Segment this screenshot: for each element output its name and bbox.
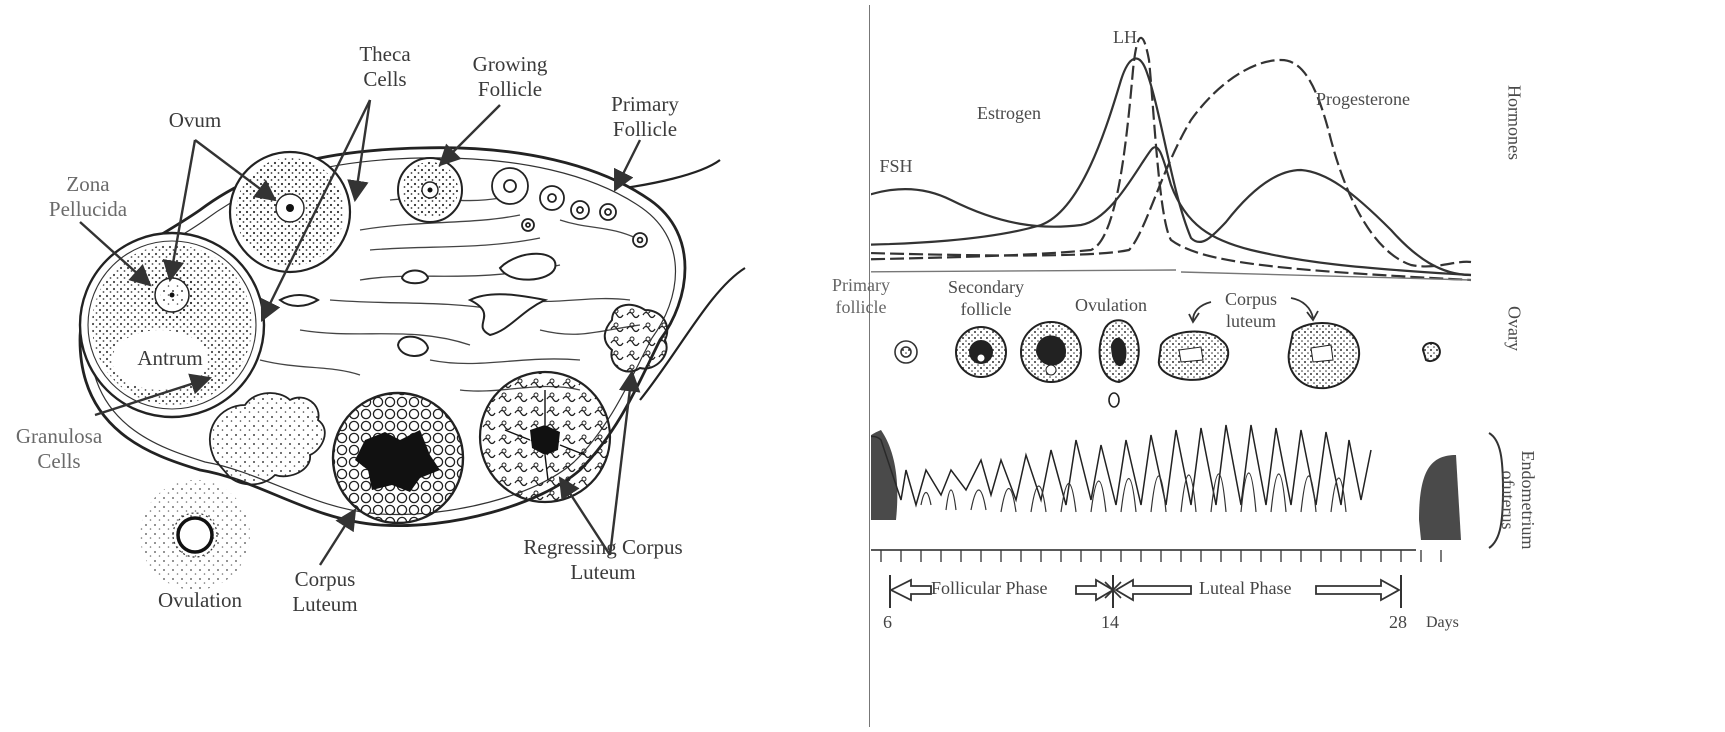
section-label-endometrium: Endometrium ofuterus [1498,450,1538,550]
label-corpus-luteum: Corpus Luteum [292,567,358,616]
section-label-hormones: Hormones [1504,85,1525,160]
label-progesterone: Progesterone [1316,89,1410,109]
progesterone-curve [871,58,1472,268]
blood-vessels [278,252,557,357]
label-luteal-phase: Luteal Phase [1199,578,1292,598]
label-regressing-corpus-luteum: Regressing Corpus Luteum [523,535,683,584]
ovary-cross-section-diagram: Theca Cells Growing Follicle Primary Fol… [15,42,746,616]
days-unit-label: Days [1426,614,1459,631]
label-arrows [79,99,642,566]
panel-divider [869,5,870,727]
label-zona-pellucida: Zona Pellucida [48,172,128,221]
label-follicular-phase: Follicular Phase [931,578,1048,598]
label-primary-follicle: Primary Follicle [611,92,679,141]
day-tick-6: 6 [883,612,892,632]
label-ovulation-stage: Ovulation [1075,295,1147,315]
section-label-ovary: Ovary [1504,306,1525,351]
label-granulosa-cells: Granulosa Cells [15,424,103,473]
label-fsh: FSH [879,156,913,176]
ovary-illustration [78,99,746,590]
ovary-stages [894,319,1441,408]
label-antrum: Antrum [137,346,203,370]
menstrual-cycle-diagram: FSH Estrogen LH Progesterone Primary fol… [832,0,1725,732]
label-lh: LH [1113,27,1137,47]
label-estrogen: Estrogen [977,103,1041,123]
label-growing-follicle: Growing Follicle [472,52,548,101]
label-secondary-follicle: Secondary follicle [948,277,1024,319]
label-corpus-luteum-stage: Corpus luteum [1224,289,1277,331]
phase-arrows [888,578,1401,602]
label-primary-follicle: Primary follicle [832,275,890,317]
primary-follicles [491,167,648,248]
fsh-curve [871,146,1472,277]
cycle-illustration [871,36,1505,608]
endometrium-glands [920,472,1347,513]
hormone-curves [871,36,1472,282]
day-tick-14: 14 [1101,612,1119,632]
day-tick-28: 28 [1389,612,1407,632]
label-theca-cells: Theca Cells [359,42,411,91]
label-ovum: Ovum [168,108,222,132]
label-ovulation: Ovulation [158,588,242,612]
lh-curve [871,36,1472,282]
